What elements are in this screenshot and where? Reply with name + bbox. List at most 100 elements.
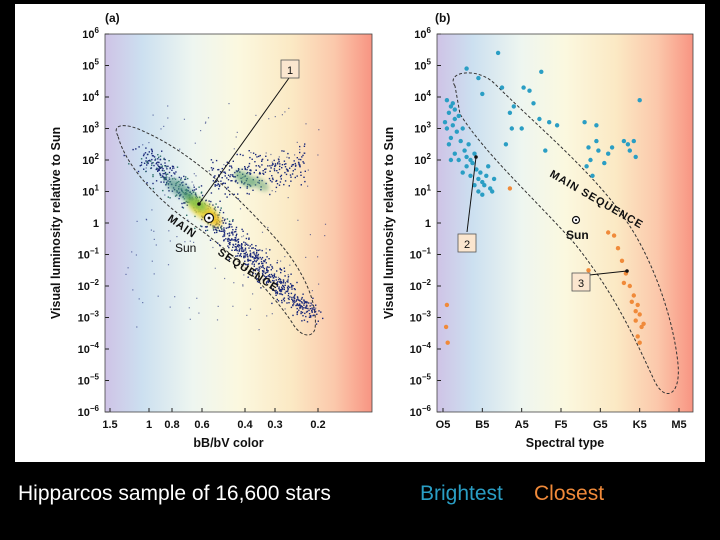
panel-a-star-point [303,302,305,304]
panel-a-star-point [173,177,175,179]
panel-a-star-point [249,308,252,310]
panel-a-star-point [228,220,231,223]
panel-a-star-point [279,293,281,295]
closest-star-point [615,246,621,251]
panel-a-star-point [258,275,260,277]
panel-a-star-point [257,253,260,256]
panel-a-star-point [244,252,246,255]
panel-a-star-point [235,170,238,172]
brightest-star-point [462,148,467,153]
panel-a-star-point [271,177,274,179]
panel-b-y-tick-label: 101 [414,184,431,199]
panel-a-star-point [245,237,248,240]
panel-a-star-point [233,282,235,284]
panel-a-star-point [265,262,267,264]
panel-a-star-point [290,306,293,309]
panel-a-star-point [249,252,252,255]
panel-a-star-point [302,307,304,309]
panel-a-star-point [125,273,127,275]
panel-a-star-point [217,305,219,307]
panel-a-star-point [261,164,263,166]
panel-a-star-point [275,279,277,281]
panel-a-star-point [263,173,265,175]
panel-a-star-point [228,258,230,261]
panel-a-star-point [226,177,228,179]
panel-a-star-point [258,281,260,283]
panel-a-star-point [180,177,182,179]
panel-a-star-point [229,243,231,246]
panel-a-star-point [269,264,272,266]
panel-a-star-point [293,303,295,305]
panel-a-star-point [304,180,306,183]
panel-a-star-point [151,260,153,262]
closest-star-point [629,299,634,304]
panel-a-y-tick-label: 104 [82,89,99,104]
panel-a-star-point [252,293,254,295]
panel-a-star-point [296,311,298,314]
panel-a-star-point [255,245,257,247]
panel-a-star-point [258,155,260,158]
panel-a-star-point [283,267,285,269]
panel-a-star-point [311,307,313,309]
panel-a-star-point [214,181,217,183]
panel-a-star-point [235,226,238,229]
panel-a-star-point [214,228,217,230]
panel-a-star-point [291,164,294,166]
panel-a-star-point [217,242,219,244]
panel-a-star-point [279,165,281,168]
panel-a-star-point [232,239,234,241]
panel-a-star-point [262,266,264,269]
panel-a-star-point [220,225,223,227]
panel-a-star-point [293,296,295,298]
panel-a-star-point [244,247,247,249]
panel-a-star-point [176,166,179,168]
panel-a-star-point [157,165,160,168]
panel-a-star-point [300,305,302,307]
panel-a-star-point [195,188,197,190]
panel-a-star-point [304,170,306,172]
panel-a-star-point [132,148,134,151]
panel-a-star-point [248,193,250,195]
panel-a-star-point [232,234,234,236]
panel-a-star-point [154,158,157,160]
panel-a-star-point [187,219,189,221]
panel-a-star-point [296,307,298,310]
panel-a-star-point [228,103,230,105]
panel-a-star-point [167,105,169,107]
panel-a-star-point [290,292,293,295]
panel-a-star-point [200,192,203,194]
panel-a-star-point [307,307,309,310]
panel-a-star-point [302,315,304,317]
panel-a-star-point [187,177,189,180]
panel-a-star-point [200,191,203,193]
closest-star-point [621,280,627,286]
panel-a-star-point [273,275,276,278]
panel-a-star-point [301,311,304,314]
brightest-star-point [582,120,587,125]
panel-a-star-point [286,169,289,171]
panel-a-star-point [157,161,159,163]
panel-a-star-point [262,170,264,172]
panel-a-star-point [268,277,270,280]
panel-a-star-point [283,183,285,186]
panel-b-callout-2-line [466,156,477,233]
panel-a-star-point [159,167,162,169]
panel-a-star-point [301,302,303,304]
panel-a-star-point [242,284,244,286]
panel-a-star-point [287,152,289,155]
panel-a-star-point [299,304,301,306]
panel-a-star-point [258,329,260,331]
panel-a-star-point [293,299,295,301]
panel-a-star-point [165,176,168,178]
panel-a-star-point [216,319,219,321]
panel-a-star-point [277,158,280,160]
panel-a-star-point [232,160,234,162]
panel-a-star-point [303,176,305,178]
panel-a-star-point [232,220,234,222]
panel-a-star-point [244,167,246,170]
panel-a-star-point [276,291,279,293]
panel-a-star-point [236,249,238,252]
panel-a-star-point [293,297,295,299]
panel-a-star-point [212,204,214,206]
panel-a-star-point [174,195,177,197]
